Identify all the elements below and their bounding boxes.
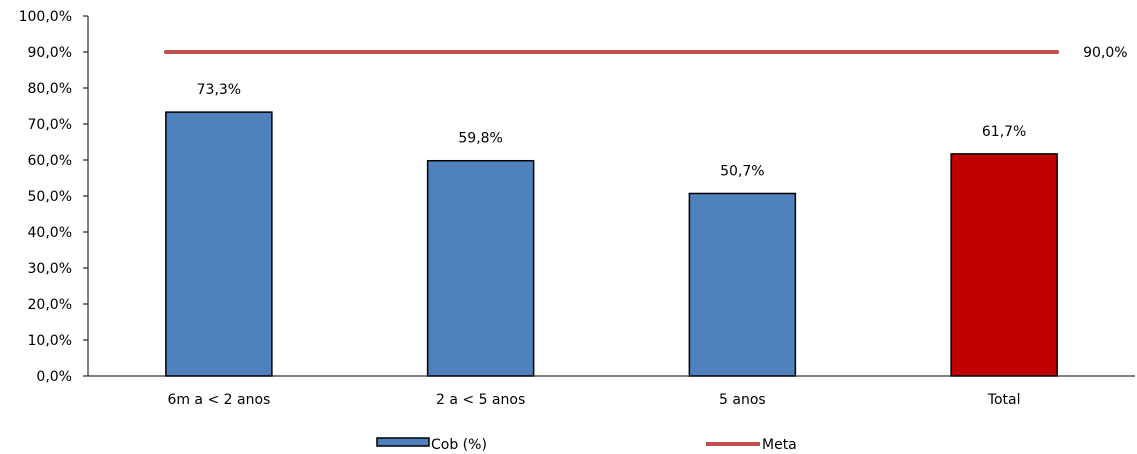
bar-value-label: 73,3% — [197, 82, 241, 98]
bar — [950, 153, 1058, 377]
y-axis: 0,0% 10,0% 20,0% 30,0% 40,0% 50,0% 60,0% 70,0% 8… — [19, 9, 89, 385]
y-tick-label: 90,0% — [28, 45, 72, 61]
x-tick-label: 5 anos — [719, 392, 766, 408]
bar — [426, 159, 535, 377]
bar-series: 73,3% 59,8% 50,7% 61,7% — [165, 82, 1058, 377]
meta-series: 90,0% — [163, 45, 1128, 61]
bar — [688, 192, 797, 377]
y-tick-label: 40,0% — [28, 225, 72, 241]
y-tick-label: 70,0% — [28, 117, 72, 133]
legend-label-meta: Meta — [762, 437, 797, 453]
x-tick-label: 2 a < 5 anos — [436, 392, 525, 408]
y-tick-label: 80,0% — [28, 81, 72, 97]
x-axis: 6m a < 2 anos 2 a < 5 anos 5 anos Total — [88, 375, 1135, 408]
legend: Cob (%) Meta — [376, 437, 797, 453]
y-tick-label: 100,0% — [19, 9, 72, 25]
bar-value-label: 61,7% — [982, 124, 1026, 140]
bar-value-label: 50,7% — [720, 163, 764, 179]
meta-value-label: 90,0% — [1083, 45, 1127, 61]
x-tick-label: 6m a < 2 anos — [167, 392, 270, 408]
y-tick-label: 10,0% — [28, 333, 72, 349]
y-tick-label: 50,0% — [28, 189, 72, 205]
y-tick-label: 30,0% — [28, 261, 72, 277]
y-tick-label: 0,0% — [36, 369, 72, 385]
y-tick-label: 60,0% — [28, 153, 72, 169]
y-tick-label: 20,0% — [28, 297, 72, 313]
legend-swatch-cob — [376, 437, 430, 447]
bar — [165, 111, 273, 377]
x-tick-label: Total — [987, 392, 1021, 408]
legend-label-cob: Cob (%) — [431, 437, 487, 453]
bar-value-label: 59,8% — [458, 131, 502, 147]
